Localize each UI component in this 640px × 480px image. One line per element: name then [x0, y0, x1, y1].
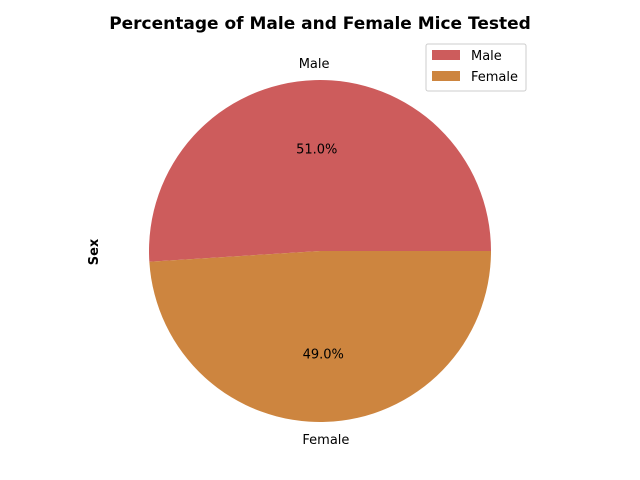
slice-percent-female: 49.0% — [303, 348, 344, 363]
legend-swatch-female — [432, 71, 460, 81]
pie-slices — [149, 79, 491, 422]
chart-title: Percentage of Male and Female Mice Teste… — [109, 14, 531, 34]
pie-slice-female — [149, 251, 491, 422]
slice-label-female: Female — [302, 433, 349, 448]
legend-label-male: Male — [471, 49, 502, 64]
pie-slice-male — [149, 79, 491, 262]
legend-swatch-male — [432, 50, 460, 60]
slice-percent-male: 51.0% — [296, 142, 337, 157]
legend: Male Female — [425, 43, 527, 92]
slice-label-male: Male — [299, 57, 330, 72]
pie-labels: Male 51.0% Female 49.0% — [296, 57, 349, 448]
y-axis-label: Sex — [87, 238, 102, 265]
legend-label-female: Female — [471, 70, 518, 85]
